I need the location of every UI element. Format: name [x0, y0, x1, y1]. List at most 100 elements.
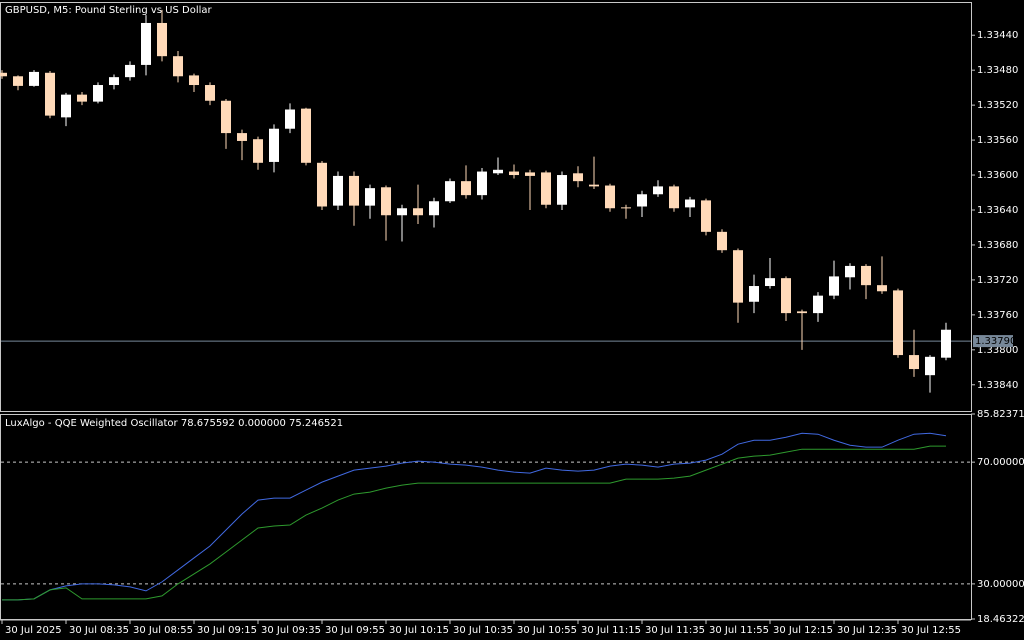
x-tick-label: 30 Jul 10:35 [453, 625, 513, 636]
indicator-title: LuxAlgo - QQE Weighted Oscillator 78.675… [5, 418, 343, 429]
candle-body [189, 75, 199, 86]
candle-body [829, 276, 839, 296]
candle-body [765, 278, 775, 287]
candle-body [221, 100, 231, 134]
x-tick-label: 30 Jul 11:15 [581, 625, 641, 636]
candle-body [237, 133, 247, 141]
symbol-title: GBPUSD, M5: Pound Sterling vs US Dollar [5, 5, 213, 16]
candle-body [0, 72, 7, 77]
candle-body [333, 175, 343, 206]
price-panel [0, 2, 972, 412]
y-tick-label: 1.33800 [977, 345, 1018, 356]
candle-body [557, 175, 567, 205]
candle-body [845, 265, 855, 278]
candle-body [429, 201, 439, 216]
candle-body [157, 22, 167, 57]
candle-body [861, 265, 871, 286]
x-tick-label: 30 Jul 09:35 [261, 625, 321, 636]
candle-body [573, 173, 583, 182]
candle-body [813, 295, 823, 314]
y-tick-label: 1.33840 [977, 380, 1018, 391]
candle-body [717, 231, 727, 251]
candle-body [909, 355, 919, 370]
candle-body [301, 108, 311, 163]
candle-body [413, 208, 423, 216]
y-tick-label: 18.463228 [977, 614, 1024, 625]
y-tick-label: 1.33600 [977, 170, 1018, 181]
candle-body [397, 208, 407, 216]
candle-body [701, 200, 711, 232]
x-tick-label: 30 Jul 08:35 [69, 625, 129, 636]
candle-body [477, 171, 487, 196]
candle-body [877, 285, 887, 292]
candle-body [893, 290, 903, 356]
y-tick-label: 70.000000 [977, 457, 1024, 468]
candle-body [509, 171, 519, 176]
y-tick-label: 1.33720 [977, 275, 1018, 286]
y-tick-label: 85.823711 [977, 409, 1024, 420]
x-tick-label: 30 Jul 12:35 [837, 625, 897, 636]
current-price-box [973, 335, 1013, 348]
candle-body [749, 286, 759, 302]
y-tick-label: 1.33520 [977, 100, 1018, 111]
candle-body [653, 186, 663, 195]
candle-body [317, 162, 327, 207]
candle-body [173, 56, 183, 77]
candle-body [781, 278, 791, 314]
candle-body [349, 175, 359, 206]
candle-body [93, 85, 103, 102]
candle-body [669, 186, 679, 209]
y-tick-label: 1.33760 [977, 310, 1018, 321]
candle-body [525, 172, 535, 176]
candle-body [285, 109, 295, 129]
candle-body [381, 187, 391, 216]
candle-body [621, 207, 631, 209]
x-tick-label: 30 Jul 2025 [5, 625, 62, 636]
candle-body [61, 94, 71, 118]
y-tick-label: 1.33560 [977, 135, 1018, 146]
y-tick-label: 1.33440 [977, 30, 1018, 41]
oscillator-line [2, 445, 946, 601]
candle-body [541, 172, 551, 205]
candle-body [685, 199, 695, 208]
candle-body [605, 185, 615, 209]
candle-body [125, 64, 135, 78]
candle-body [253, 139, 263, 163]
candle-body [13, 76, 23, 86]
current-price-label: 1.33790 [975, 336, 1016, 347]
x-tick-label: 30 Jul 11:35 [645, 625, 705, 636]
candle-body [589, 184, 599, 187]
candle-body [445, 181, 455, 202]
x-tick-label: 30 Jul 09:15 [197, 625, 257, 636]
candle-body [797, 311, 807, 314]
candle-body [941, 329, 951, 358]
candle-body [637, 194, 647, 207]
oscillator-line [2, 432, 947, 601]
candle-body [141, 22, 151, 65]
x-tick-label: 30 Jul 09:55 [325, 625, 385, 636]
candle-body [77, 94, 87, 102]
x-tick-label: 30 Jul 11:55 [709, 625, 769, 636]
candle-body [733, 250, 743, 303]
candle-body [109, 77, 119, 86]
candle-body [461, 181, 471, 196]
x-tick-label: 30 Jul 12:15 [773, 625, 833, 636]
y-tick-label: 1.33640 [977, 205, 1018, 216]
candle-body [269, 128, 279, 162]
x-tick-label: 30 Jul 10:55 [517, 625, 577, 636]
x-tick-label: 30 Jul 12:55 [901, 625, 961, 636]
candle-body [205, 85, 215, 101]
x-tick-label: 30 Jul 08:55 [133, 625, 193, 636]
candle-body [493, 169, 503, 174]
candle-body [29, 71, 39, 86]
candle-body [365, 188, 375, 206]
candle-body [925, 356, 935, 376]
y-tick-label: 30.000000 [977, 579, 1024, 590]
y-tick-label: 1.33480 [977, 65, 1018, 76]
candle-body [45, 72, 55, 116]
x-tick-label: 30 Jul 10:15 [389, 625, 449, 636]
y-tick-label: 1.33680 [977, 240, 1018, 251]
